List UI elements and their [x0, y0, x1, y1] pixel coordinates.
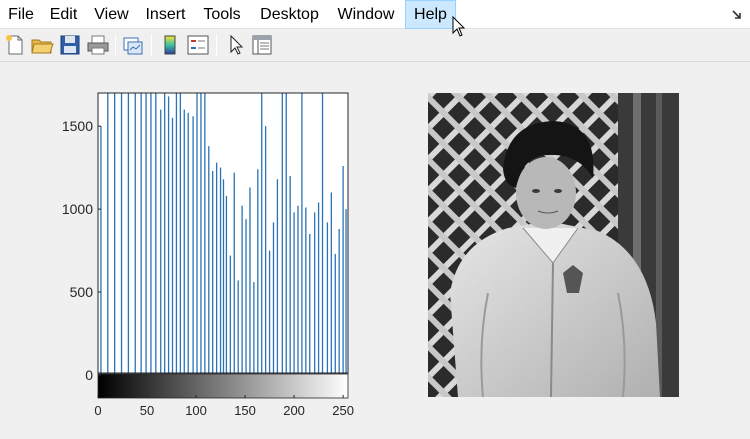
colorbar-icon[interactable]: [158, 33, 182, 57]
restore-arrow-icon[interactable]: [730, 7, 744, 21]
y-tick-label: 1500: [62, 118, 93, 134]
printer-icon[interactable]: [86, 33, 110, 57]
menu-window[interactable]: Window: [337, 6, 395, 23]
axes-border: [97, 92, 349, 374]
toolbar-separator: [151, 34, 152, 56]
histogram-axes[interactable]: 0 500 1000 1500 0 50 100 150 200 250: [0, 63, 400, 439]
menu-file[interactable]: File: [8, 6, 34, 23]
histogram-bars: [100, 93, 347, 375]
link-plot-icon[interactable]: [121, 33, 145, 57]
menu-insert[interactable]: Insert: [145, 6, 186, 23]
x-tick-label: 150: [234, 403, 256, 418]
x-tick-label: 0: [94, 403, 101, 418]
menu-edit[interactable]: Edit: [49, 6, 78, 23]
menu-view[interactable]: View: [94, 6, 129, 23]
new-file-icon[interactable]: [3, 33, 27, 57]
property-panel-icon[interactable]: [250, 33, 274, 57]
y-tick-label: 0: [85, 367, 93, 383]
toolbar-separator: [115, 34, 116, 56]
grayscale-photo-image: [428, 93, 679, 397]
y-tick-label: 1000: [62, 201, 93, 217]
menu-tools[interactable]: Tools: [203, 6, 241, 23]
y-axis-ticks: 0 500 1000 1500: [62, 118, 101, 383]
menu-help[interactable]: Help: [405, 0, 456, 29]
x-tick-label: 50: [140, 403, 154, 418]
menu-bar: File Edit View Insert Tools Desktop Wind…: [0, 0, 750, 29]
x-tick-label: 250: [332, 403, 354, 418]
save-disk-icon[interactable]: [58, 33, 82, 57]
menu-desktop[interactable]: Desktop: [260, 6, 319, 23]
x-tick-label: 200: [283, 403, 305, 418]
x-tick-label: 100: [185, 403, 207, 418]
pointer-arrow-icon[interactable]: [224, 33, 248, 57]
mouse-cursor-icon: [452, 16, 466, 37]
figure-toolbar: [0, 29, 750, 62]
open-folder-icon[interactable]: [30, 33, 54, 57]
figure-canvas: 0 500 1000 1500 0 50 100 150 200 250: [0, 16, 750, 439]
toolbar-separator: [216, 34, 217, 56]
legend-icon[interactable]: [186, 33, 210, 57]
x-axis-ticks: 0 50 100 150 200 250: [94, 395, 354, 418]
y-tick-label: 500: [70, 284, 94, 300]
grayscale-colorbar: [97, 373, 349, 399]
